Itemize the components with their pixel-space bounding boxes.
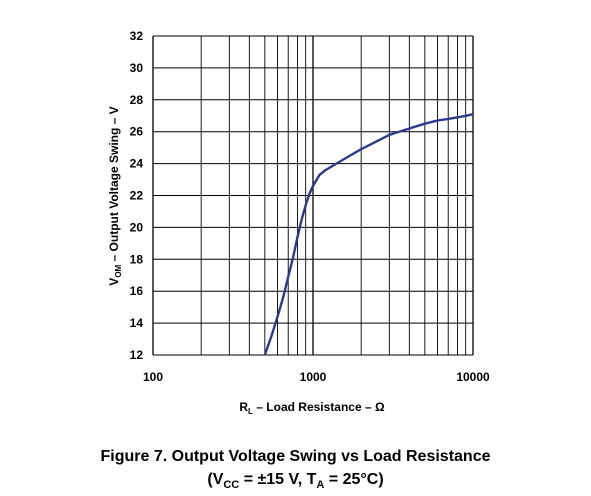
y-tick-label: 18 <box>130 252 144 266</box>
figure-caption-conditions: (VCC = ±15 V, TA = 25°C) <box>207 471 384 491</box>
x-axis-label: RL – Load Resistance – Ω <box>239 400 385 416</box>
figure-caption-title: Figure 7. Output Voltage Swing vs Load R… <box>100 448 491 465</box>
grid <box>152 35 474 356</box>
y-tick-label: 30 <box>130 61 144 75</box>
tick-labels: 12 14 16 18 20 22 24 26 28 30 32 100 1000 10000 <box>130 29 490 384</box>
x-tick-label: 100 <box>143 370 163 384</box>
chart: 12 14 16 18 20 22 24 26 28 30 32 100 1000 10000 RL – … <box>107 29 490 416</box>
x-tick-label: 10000 <box>456 370 490 384</box>
y-tick-label: 32 <box>130 29 144 43</box>
y-tick-label: 16 <box>130 284 144 298</box>
series-line <box>263 113 474 356</box>
y-tick-label: 22 <box>130 189 144 203</box>
y-axis-label: VOM – Output Voltage Swing – V <box>107 106 123 285</box>
y-tick-label: 20 <box>130 220 144 234</box>
x-tick-label: 1000 <box>300 370 327 384</box>
y-tick-label: 12 <box>130 348 144 362</box>
y-tick-label: 14 <box>130 316 144 330</box>
y-tick-label: 24 <box>130 157 144 171</box>
y-tick-label: 26 <box>130 125 144 139</box>
y-tick-label: 28 <box>130 93 144 107</box>
